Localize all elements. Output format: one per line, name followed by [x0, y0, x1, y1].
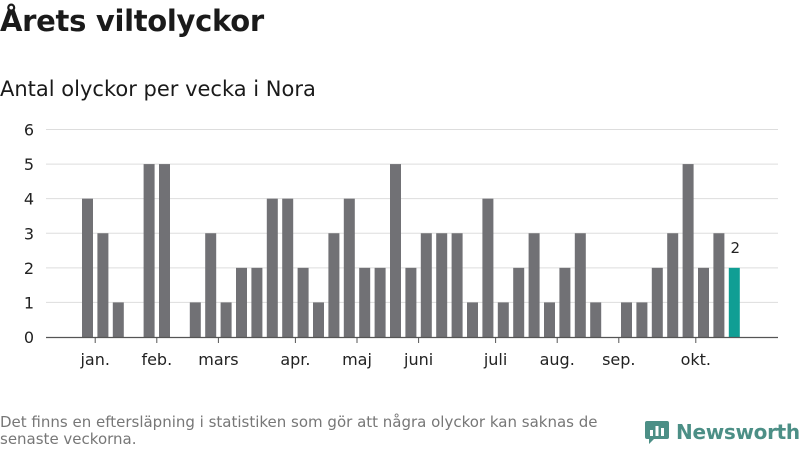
- bar: [621, 302, 632, 337]
- bar: [236, 267, 247, 337]
- bar: [698, 267, 709, 337]
- newsworthy-logo: Newsworthy: [644, 419, 800, 445]
- bar: [436, 233, 448, 337]
- y-tick-label: 5: [24, 155, 34, 174]
- x-tick-label: feb.: [141, 350, 172, 369]
- bar: [112, 302, 124, 337]
- bar: [297, 267, 309, 337]
- bar: [266, 198, 278, 337]
- bar: [220, 302, 232, 337]
- bar: [574, 233, 586, 337]
- x-tick-label: aug.: [540, 350, 575, 369]
- bar: [328, 233, 340, 337]
- bar: [467, 302, 478, 337]
- x-tick-label: maj: [342, 350, 372, 369]
- bar: [482, 198, 494, 337]
- x-tick-label: mars: [198, 350, 238, 369]
- y-tick-label: 2: [24, 259, 34, 278]
- bar: [651, 267, 663, 337]
- x-tick-label: sep.: [602, 350, 635, 369]
- bar: [159, 164, 170, 337]
- bar: [513, 267, 525, 337]
- bar: [189, 302, 201, 337]
- bar: [359, 267, 371, 337]
- bar: [667, 233, 679, 337]
- chart-subtitle: Antal olyckor per vecka i Nora: [0, 77, 316, 101]
- bar: [143, 164, 155, 337]
- x-tick-label: apr.: [280, 350, 310, 369]
- x-tick-label: okt.: [681, 350, 711, 369]
- bar: [559, 267, 571, 337]
- bar: [728, 267, 740, 337]
- y-tick-label: 1: [24, 293, 34, 312]
- bar: [374, 267, 386, 337]
- bar: [405, 267, 417, 337]
- bar: [528, 233, 540, 337]
- y-tick-label: 6: [24, 121, 34, 140]
- bar: [390, 164, 401, 337]
- x-tick-label: juni: [403, 350, 433, 369]
- bar: [97, 233, 109, 337]
- bar: [282, 198, 294, 337]
- bar-chart: 0 1 2 3 4 5 6 2 jan. feb. mars apr. maj juni juli aug. s…: [24, 121, 778, 369]
- bar: [251, 267, 263, 337]
- y-tick-label: 0: [24, 328, 34, 347]
- bar: [636, 302, 648, 337]
- newsworthy-logo-text: Newsworthy: [676, 420, 800, 444]
- bar: [590, 302, 602, 337]
- bar: [82, 198, 93, 337]
- footnote: Det finns en eftersläpning i statistiken…: [0, 413, 598, 448]
- bar: [544, 302, 555, 337]
- y-tick-label: 4: [24, 190, 34, 209]
- bar: [713, 233, 725, 337]
- bar: [420, 233, 432, 337]
- x-tick-label: jan.: [79, 350, 109, 369]
- bar: [343, 198, 355, 337]
- x-tick-label: juli: [483, 350, 507, 369]
- bar: [451, 233, 463, 337]
- bar: [313, 302, 324, 337]
- bar: [682, 164, 694, 337]
- bar: [497, 302, 509, 337]
- newsworthy-logo-icon: [645, 421, 669, 444]
- y-tick-label: 3: [24, 224, 34, 243]
- bar: [205, 233, 217, 337]
- data-label: 2: [731, 239, 741, 257]
- chart-title: Årets viltolyckor: [0, 4, 264, 38]
